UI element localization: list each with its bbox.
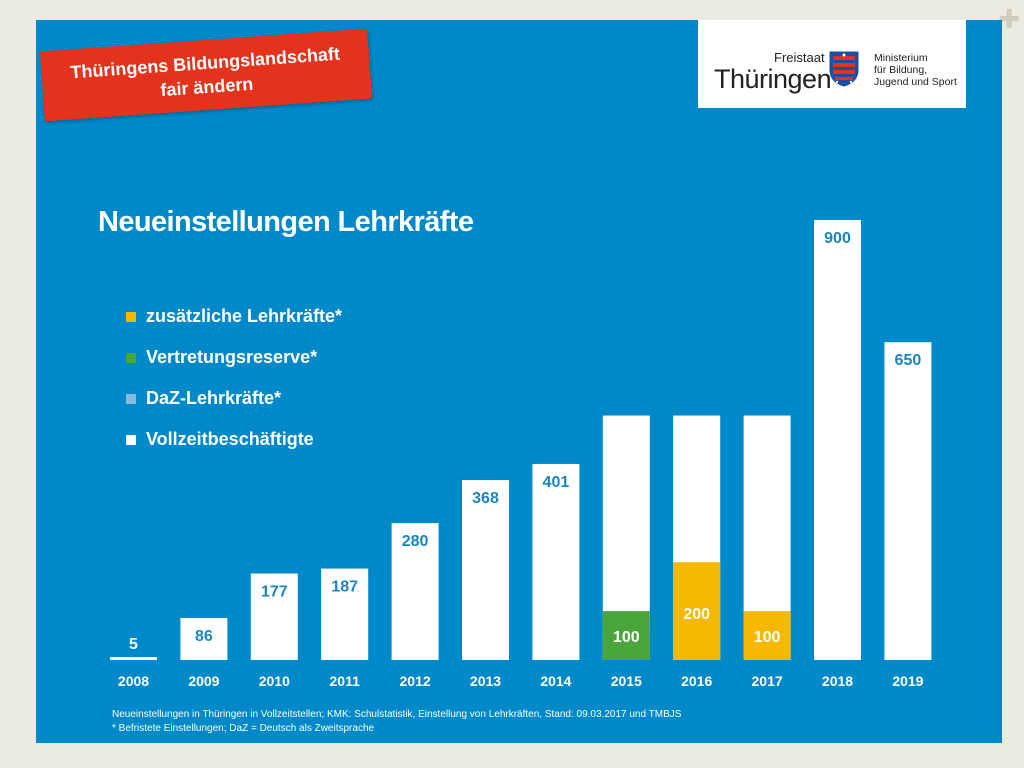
value-label-2017-series-3: 100 <box>754 629 781 646</box>
legend-item-daz: DaZ-Lehrkräfte* <box>126 378 342 419</box>
ministry-logo: Freistaat Thüringen Ministerium für Bild… <box>698 20 966 108</box>
legend-swatch-vollzeit <box>126 434 136 445</box>
legend-swatch-daz <box>126 393 136 404</box>
legend-item-vertretungsreserve: Vertretungsreserve* <box>126 337 342 378</box>
bar-2019-series-0 <box>884 342 932 660</box>
value-label-2011-series-0: 187 <box>331 579 358 596</box>
logo-freistaat: Freistaat <box>774 50 825 65</box>
x-tick-2015: 2015 <box>611 673 642 689</box>
footnote-legend-note: * Befristete Einstellungen; DaZ = Deutsc… <box>112 723 375 734</box>
x-tick-2011: 2011 <box>330 673 361 689</box>
bar-2015-series-2 <box>602 611 650 660</box>
bar-2012-series-0 <box>391 523 439 660</box>
legend-label-daz: DaZ-Lehrkräfte* <box>146 388 282 408</box>
x-tick-2014: 2014 <box>540 673 571 689</box>
logo-ministry-text: Ministerium für Bildung, Jugend und Spor… <box>874 52 957 88</box>
crest-icon <box>829 51 859 87</box>
value-label-2012-series-0: 280 <box>402 533 429 550</box>
legend-label-vertretungsreserve: Vertretungsreserve* <box>146 347 318 367</box>
slide: Thüringens Bildungslandschaft fair änder… <box>36 20 1002 743</box>
legend-label-vollzeit: Vollzeitbeschäftigte <box>146 429 314 449</box>
value-label-2008-series-0: 5 <box>129 636 138 653</box>
footnote: Neueinstellungen in Thüringen in Vollzei… <box>112 708 681 736</box>
value-label-2016-series-3: 200 <box>683 606 710 623</box>
value-label-2019-series-0: 650 <box>895 352 922 369</box>
bar-2010-series-0 <box>250 573 298 660</box>
x-tick-2017: 2017 <box>752 673 783 689</box>
value-label-2014-series-0: 401 <box>543 474 570 491</box>
x-tick-2008: 2008 <box>118 673 149 689</box>
legend-item-vollzeit: Vollzeitbeschäftigte <box>126 419 342 460</box>
value-label-2015-series-2: 100 <box>613 629 640 646</box>
value-label-2009-series-0: 86 <box>195 628 213 645</box>
bar-2014-series-0 <box>532 463 580 660</box>
logo-ministry-line-3: Jugend und Sport <box>874 76 957 88</box>
bar-2013-series-0 <box>462 480 509 660</box>
x-tick-2019: 2019 <box>892 673 923 689</box>
chart-legend: zusätzliche Lehrkräfte* Vertretungsreser… <box>126 296 342 460</box>
x-tick-2012: 2012 <box>400 673 431 689</box>
decorative-plus-mark: ✚ <box>998 4 1020 34</box>
value-label-2010-series-0: 177 <box>261 583 288 600</box>
chart-title: Neueinstellungen Lehrkräfte <box>98 206 474 238</box>
footnote-source: Neueinstellungen in Thüringen in Vollzei… <box>112 709 682 720</box>
legend-item-zusaetzliche: zusätzliche Lehrkräfte* <box>126 296 342 337</box>
x-tick-2009: 2009 <box>188 673 219 689</box>
x-tick-2016: 2016 <box>681 673 712 689</box>
logo-ministry-line-1: Ministerium <box>874 52 928 64</box>
bar-chart: 5 2008 86 2009 177 2010 187 2011 280 2012 368 2013 4… <box>110 219 932 689</box>
bar-2011-series-0 <box>321 568 369 660</box>
logo-ministry-line-2: für Bildung, <box>874 64 928 76</box>
x-tick-2018: 2018 <box>822 673 853 689</box>
x-tick-2013: 2013 <box>470 673 501 689</box>
legend-swatch-zusaetzliche <box>126 311 136 322</box>
bar-2008-series-0 <box>110 657 157 660</box>
bar-2016-series-3 <box>673 562 721 660</box>
x-tick-2010: 2010 <box>259 673 290 689</box>
value-label-2018-series-0: 900 <box>824 230 851 247</box>
bar-2018-series-0 <box>814 219 861 661</box>
value-label-2013-series-0: 368 <box>472 490 499 507</box>
bar-2009-series-0 <box>180 617 228 660</box>
legend-swatch-vertretungsreserve <box>126 352 136 363</box>
legend-label-zusaetzliche: zusätzliche Lehrkräfte* <box>146 306 343 326</box>
logo-thueringen: Thüringen <box>714 64 832 94</box>
bar-2017-series-3 <box>743 611 791 660</box>
